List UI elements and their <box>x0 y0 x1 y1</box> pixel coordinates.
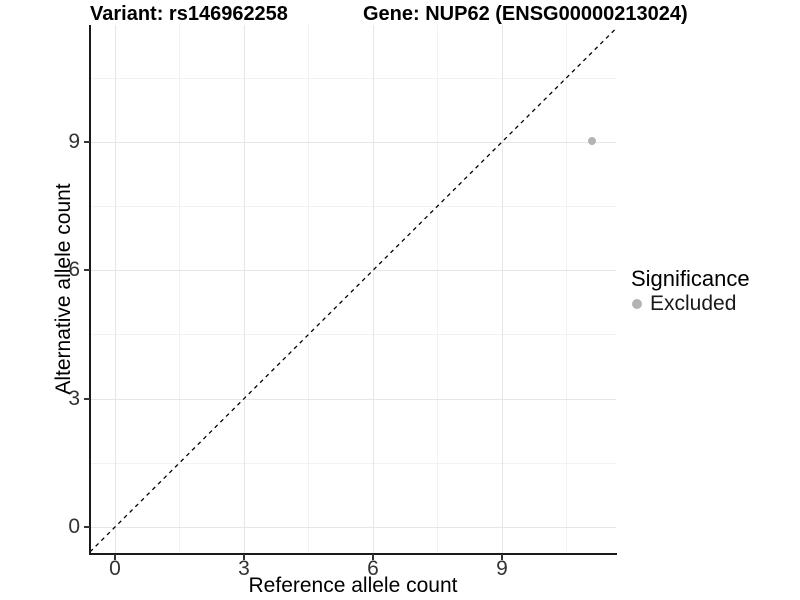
gridline-minor-horizontal <box>90 206 616 207</box>
x-tick-mark <box>114 554 116 560</box>
plot-title-variant: Variant: rs146962258 <box>90 3 288 25</box>
x-tick-label: 0 <box>109 557 121 580</box>
gridline-major-horizontal <box>90 270 616 271</box>
x-tick-label: 3 <box>238 557 250 580</box>
x-tick-mark <box>501 554 503 560</box>
gridline-major-horizontal <box>90 142 616 143</box>
legend-item-label: Excluded <box>650 292 737 315</box>
gridline-major-vertical <box>502 25 503 553</box>
plot-title-gene: Gene: NUP62 (ENSG00000213024) <box>363 3 688 25</box>
y-tick-mark <box>84 269 90 271</box>
identity-line <box>90 28 616 553</box>
gridline-minor-horizontal <box>90 334 616 335</box>
gridline-major-horizontal <box>90 527 616 528</box>
x-axis-title: Reference allele count <box>248 574 458 597</box>
gridline-major-vertical <box>373 25 374 553</box>
legend-item-excluded: Excluded <box>631 292 750 316</box>
x-tick-mark <box>372 554 374 560</box>
y-tick-label: 0 <box>68 515 80 538</box>
gridline-minor-horizontal <box>90 463 616 464</box>
y-tick-mark <box>84 526 90 528</box>
gridline-minor-horizontal <box>90 78 616 79</box>
gridline-minor-vertical <box>437 25 438 553</box>
gridline-minor-vertical <box>566 25 567 553</box>
x-tick-label: 9 <box>496 557 508 580</box>
legend: Significance Excluded <box>631 266 750 316</box>
gridline-minor-vertical <box>308 25 309 553</box>
y-tick-label: 3 <box>68 387 80 410</box>
gridline-major-vertical <box>244 25 245 553</box>
y-tick-label: 9 <box>68 130 80 153</box>
gridline-major-vertical <box>115 25 116 553</box>
y-tick-label: 6 <box>68 258 80 281</box>
y-axis-title: Alternative allele count <box>52 183 75 395</box>
y-axis-line <box>89 25 91 554</box>
gridline-minor-vertical <box>179 25 180 553</box>
gridline-major-horizontal <box>90 399 616 400</box>
x-tick-label: 6 <box>367 557 379 580</box>
x-axis-line <box>89 553 617 555</box>
y-tick-mark <box>84 398 90 400</box>
y-tick-mark <box>84 141 90 143</box>
legend-title: Significance <box>631 266 750 291</box>
x-tick-mark <box>243 554 245 560</box>
data-point-excluded <box>588 137 596 145</box>
legend-point-icon <box>632 299 642 309</box>
